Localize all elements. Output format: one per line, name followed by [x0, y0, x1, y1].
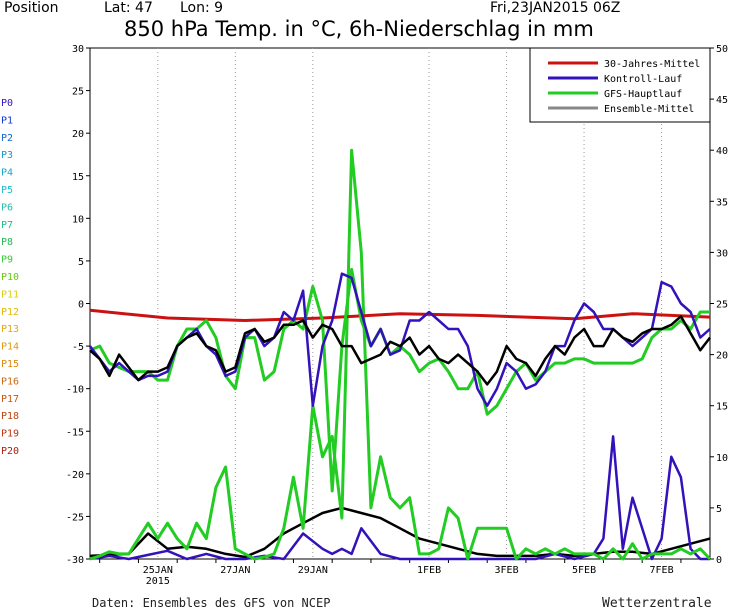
left-tick-label: -30 [66, 555, 84, 566]
left-tick-label: 25 [72, 87, 84, 98]
right-tick-label: 45 [716, 95, 728, 106]
date-label: Fri,23JAN2015 06Z [490, 0, 620, 16]
series-ensemble-mittel-temp [89, 315, 711, 386]
series-kontroll-lauf-niederschlag [89, 435, 710, 561]
member-label: P3 [1, 150, 13, 161]
chart-title: 850 hPa Temp. in °C, 6h-Niederschlag in … [124, 17, 594, 41]
member-label: P11 [1, 289, 19, 300]
right-tick-label: 40 [716, 146, 728, 157]
x-tick-label: 7FEB [650, 565, 674, 576]
left-tick-label: 0 [78, 300, 84, 311]
x-tick-label: 29JAN [298, 565, 328, 576]
member-list: P0 P1 P2 P3 P4 P5 P6 P7 P8 P9 P10 P11 P12 P13 P14 P15 P1… [1, 98, 19, 457]
legend-label-ensmean: Ensemble-Mittel [604, 104, 694, 115]
footer-brand: Wetterzentrale [602, 596, 712, 609]
left-tick-label: 30 [72, 44, 84, 55]
member-label: P1 [1, 115, 13, 126]
member-label: P20 [1, 446, 19, 457]
x-tick-label: 27JAN [220, 565, 250, 576]
member-label: P12 [1, 307, 19, 318]
lat-label: Lat: 47 [104, 0, 153, 16]
member-label: P8 [1, 237, 13, 248]
left-tick-label: 20 [72, 129, 84, 140]
legend-label-control: Kontroll-Lauf [604, 74, 682, 85]
left-tick-label: -20 [66, 470, 84, 481]
right-tick-label: 30 [716, 248, 728, 259]
plot-frame [89, 47, 711, 560]
x-year-label: 2015 [146, 576, 170, 587]
member-label: P7 [1, 220, 13, 231]
member-label: P0 [1, 98, 13, 109]
left-tick-label: -5 [72, 342, 84, 353]
series-layer [89, 148, 712, 561]
member-label: P17 [1, 394, 19, 405]
left-tick-label: 10 [72, 214, 84, 225]
legend-label-climate: 30-Jahres-Mittel [604, 59, 700, 70]
right-tick-label: 25 [716, 300, 728, 311]
left-axis: 30 25 20 15 10 5 0 -5 -10 -15 -20 -25 -30 [66, 44, 90, 566]
member-label: P19 [1, 429, 19, 440]
right-tick-label: 20 [716, 351, 728, 362]
left-tick-label: 5 [78, 257, 84, 268]
left-tick-label: -15 [66, 427, 84, 438]
series-ensemble-mittel-niederschlag [89, 506, 711, 559]
right-tick-label: 5 [716, 504, 722, 515]
member-label: P15 [1, 359, 19, 370]
series-kontroll-lauf-temp [89, 272, 711, 407]
series-30-jahres-mittel [89, 308, 711, 322]
member-label: P16 [1, 376, 19, 387]
footer-source: Daten: Ensembles des GFS von NCEP [92, 596, 330, 609]
member-label: P9 [1, 255, 13, 266]
left-tick-label: -25 [66, 512, 84, 523]
left-tick-label: 15 [72, 172, 84, 183]
series-gfs-hauptlauf-niederschlag [89, 148, 712, 561]
member-label: P6 [1, 202, 13, 213]
x-tick-label: 5FEB [572, 565, 596, 576]
x-axis: 25JAN 27JAN 29JAN 1FEB 3FEB 5FEB 7FEB 2015 [99, 559, 682, 587]
position-label: Position [4, 0, 59, 16]
right-tick-label: 50 [716, 44, 728, 55]
x-tick-label: 25JAN [143, 565, 173, 576]
right-tick-label: 0 [716, 555, 722, 566]
member-label: P2 [1, 133, 13, 144]
right-tick-label: 35 [716, 197, 728, 208]
member-label: P5 [1, 185, 13, 196]
legend-label-gfs: GFS-Hauptlauf [604, 89, 682, 100]
right-tick-label: 10 [716, 453, 728, 464]
legend: 30-Jahres-Mittel Kontroll-Lauf GFS-Haupt… [529, 47, 711, 123]
lon-label: Lon: 9 [180, 0, 223, 16]
x-tick-label: 3FEB [495, 565, 519, 576]
member-label: P4 [1, 168, 13, 179]
member-label: P18 [1, 411, 19, 422]
member-label: P14 [1, 342, 19, 353]
right-tick-label: 15 [716, 402, 728, 413]
member-label: P13 [1, 324, 19, 335]
x-tick-label: 1FEB [417, 565, 441, 576]
legend-box [529, 47, 711, 123]
member-label: P10 [1, 272, 19, 283]
left-tick-label: -10 [66, 385, 84, 396]
